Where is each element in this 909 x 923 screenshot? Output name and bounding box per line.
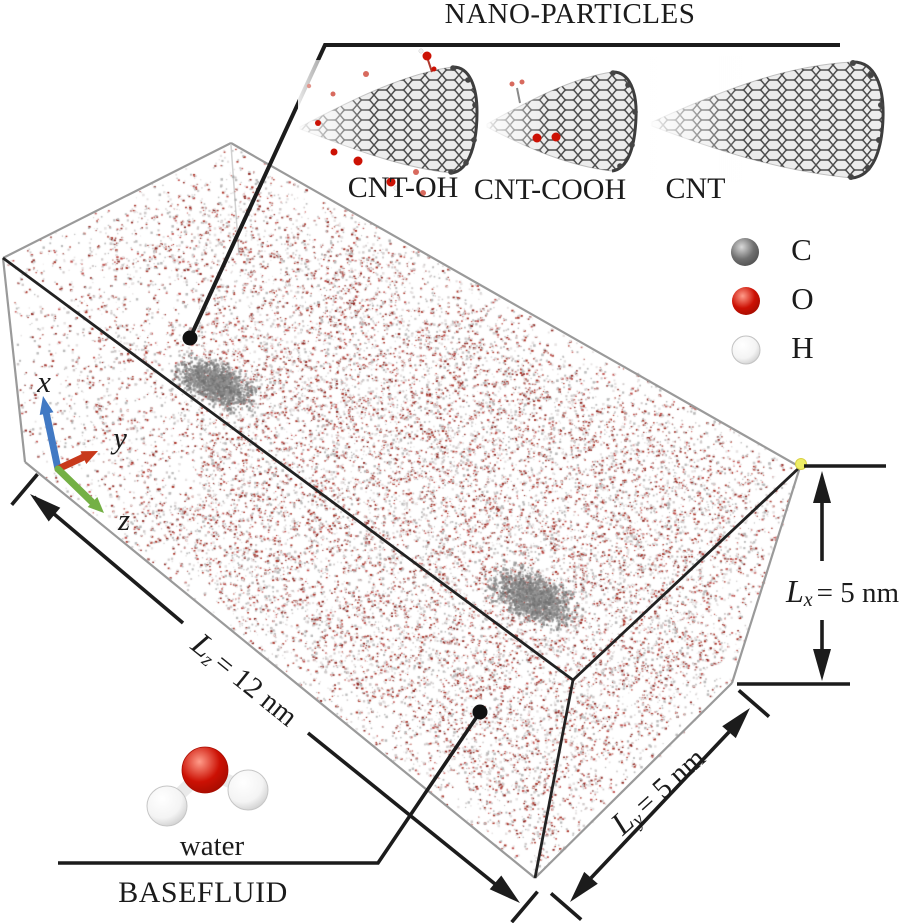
coordinate-axes <box>39 396 104 513</box>
cnt-cooh-label: CNT-COOH <box>473 173 627 206</box>
axis-z-label: z <box>117 502 131 537</box>
basefluid-label: BASEFLUID <box>118 876 288 909</box>
axis-z-arrowhead-icon <box>87 497 104 513</box>
axis-z-arrow <box>54 465 96 506</box>
water-oxygen-sphere <box>181 746 229 794</box>
box-front-edges <box>2 256 801 879</box>
nanoparticle-callout <box>182 43 840 346</box>
nanoparticles-title: NANO-PARTICLES <box>444 0 696 30</box>
axis-y-label: y <box>113 420 127 455</box>
cnt-oh-label: CNT-OH <box>347 171 459 204</box>
cnt-cooh-image <box>485 66 638 176</box>
legend-label-carbon: C <box>791 232 812 267</box>
dimension-lz <box>10 473 539 923</box>
basefluid-callout-dot <box>472 704 488 720</box>
oh-groups <box>306 48 437 196</box>
water-hydrogen-sphere <box>227 769 269 811</box>
dimension-lx <box>737 464 886 686</box>
box-corner-marker <box>795 458 807 470</box>
axis-x-label: x <box>37 364 51 399</box>
dimension-ly <box>549 689 771 921</box>
legend-label-hydrogen: H <box>791 330 814 365</box>
water-molecule-image <box>146 746 269 827</box>
atom-legend-spheres <box>731 238 761 365</box>
cnt-label: CNT <box>665 172 726 205</box>
water-label: water <box>179 830 245 862</box>
nanoparticle-callout-dot <box>182 330 198 346</box>
axis-y-arrowhead-icon <box>80 451 98 464</box>
axis-y-arrow <box>54 451 92 473</box>
cnt-oh-image <box>298 48 479 196</box>
axis-x-arrow <box>42 408 62 473</box>
cooh-groups <box>509 79 561 143</box>
axis-x-arrowhead-icon <box>39 396 54 415</box>
hydrogen-sphere-icon <box>731 335 761 365</box>
legend-label-oxygen: O <box>791 281 814 316</box>
water-hydrogen-sphere <box>146 785 188 827</box>
box-back-edges <box>1 142 802 879</box>
dimension-lx-label: Lx = 5 nm <box>785 573 900 612</box>
basefluid-callout <box>58 704 488 865</box>
carbon-sphere-icon <box>731 238 759 266</box>
oxygen-sphere-icon <box>732 287 760 315</box>
cnt-image <box>650 56 885 182</box>
